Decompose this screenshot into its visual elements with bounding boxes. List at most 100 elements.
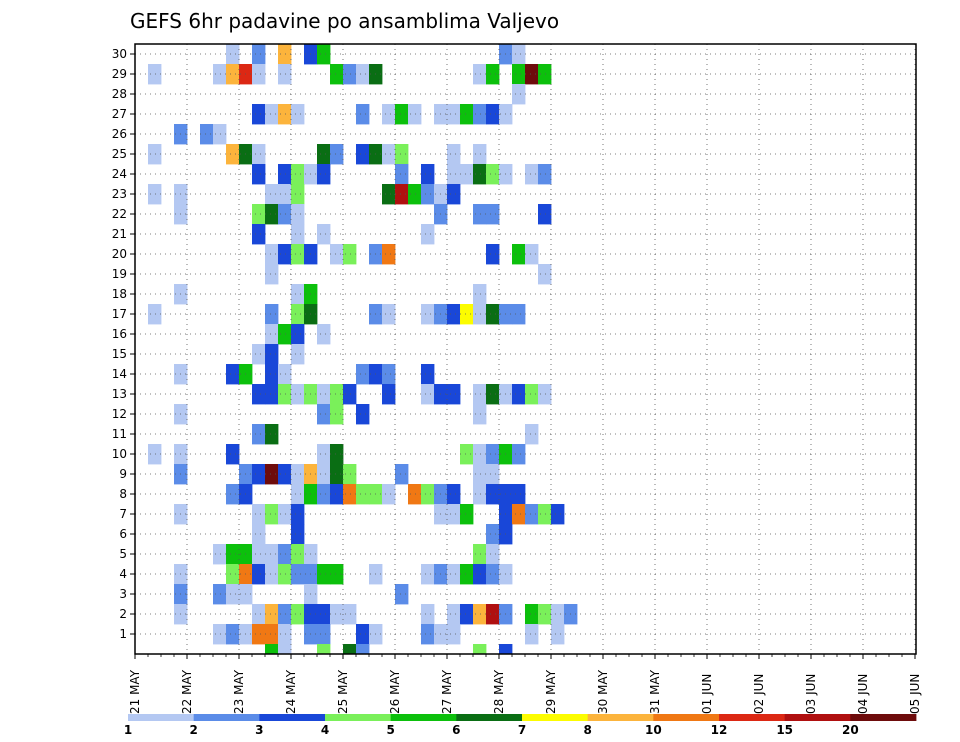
- y-tick-label: 23: [112, 187, 127, 201]
- heatmap-cell: [512, 384, 526, 405]
- x-tick-label: 21 MAY: [128, 669, 142, 714]
- y-tick-label: 11: [112, 427, 127, 441]
- heatmap-cell: [252, 164, 266, 185]
- heatmap-cell: [226, 584, 240, 605]
- heatmap-cell: [265, 104, 279, 125]
- heatmap-cell: [317, 384, 331, 405]
- heatmap-cell: [291, 464, 305, 485]
- heatmap-cell: [356, 404, 370, 425]
- heatmap-cell: [317, 484, 331, 505]
- heatmap-cell: [291, 304, 305, 325]
- heatmap-cell: [486, 384, 500, 405]
- y-tick-label: 12: [112, 407, 127, 421]
- colorbar-label: 12: [711, 723, 728, 737]
- heatmap-cell: [291, 204, 305, 225]
- heatmap-cell: [317, 224, 331, 245]
- heatmap-cell: [486, 564, 500, 585]
- heatmap-cell: [226, 624, 240, 645]
- heatmap-cell: [252, 224, 266, 245]
- colorbar-label: 2: [189, 723, 197, 737]
- colorbar-swatch: [128, 714, 195, 721]
- heatmap-cell: [265, 364, 279, 385]
- heatmap-cell: [252, 604, 266, 625]
- colorbar-swatch: [193, 714, 260, 721]
- heatmap-cell: [265, 624, 279, 645]
- heatmap-cell: [343, 484, 357, 505]
- heatmap-cell: [317, 624, 331, 645]
- x-tick-label: 03 JUN: [804, 674, 818, 714]
- colorbar-label: 20: [842, 723, 859, 737]
- heatmap-cell: [421, 484, 435, 505]
- heatmap-cell: [421, 164, 435, 185]
- heatmap-cell: [460, 504, 474, 525]
- heatmap-cell: [278, 604, 292, 625]
- heatmap-cell: [343, 644, 357, 655]
- colorbar-swatch: [259, 714, 326, 721]
- heatmap-cell: [213, 624, 227, 645]
- heatmap-cell: [265, 244, 279, 265]
- heatmap-cell: [473, 144, 487, 165]
- colorbar-label: 7: [518, 723, 526, 737]
- heatmap-cell: [317, 44, 331, 65]
- y-tick-label: 19: [112, 267, 127, 281]
- heatmap-cell: [148, 144, 162, 165]
- y-tick-label: 5: [119, 547, 127, 561]
- heatmap-cell: [291, 104, 305, 125]
- heatmap-cell: [473, 544, 487, 565]
- heatmap-cell: [278, 464, 292, 485]
- heatmap-cell: [525, 604, 539, 625]
- heatmap-cell: [291, 384, 305, 405]
- heatmap-cell: [265, 544, 279, 565]
- heatmap-cell: [382, 484, 396, 505]
- heatmap-cell: [278, 364, 292, 385]
- heatmap-cell: [330, 564, 344, 585]
- heatmap-cell: [252, 344, 266, 365]
- heatmap-cell: [525, 624, 539, 645]
- heatmap-cell: [473, 284, 487, 305]
- heatmap-cell: [395, 464, 409, 485]
- heatmap-cell: [291, 244, 305, 265]
- y-tick-label: 1: [119, 627, 127, 641]
- heatmap-cell: [356, 104, 370, 125]
- heatmap-cell: [252, 564, 266, 585]
- heatmap-cell: [473, 444, 487, 465]
- heatmap-cell: [473, 464, 487, 485]
- heatmap-cell: [525, 164, 539, 185]
- heatmap-cell: [252, 144, 266, 165]
- heatmap-cell: [291, 344, 305, 365]
- heatmap-cell: [278, 164, 292, 185]
- colorbar-swatch: [653, 714, 720, 721]
- heatmap-cell: [460, 304, 474, 325]
- heatmap-cell: [317, 464, 331, 485]
- y-tick-label: 9: [119, 467, 127, 481]
- heatmap-cell: [226, 64, 240, 85]
- heatmap-cell: [278, 184, 292, 205]
- heatmap-cell: [330, 244, 344, 265]
- heatmap-cell: [551, 624, 565, 645]
- heatmap-cell: [265, 304, 279, 325]
- heatmap-cell: [512, 484, 526, 505]
- heatmap-cell: [226, 564, 240, 585]
- x-tick-label: 01 JUN: [700, 674, 714, 714]
- heatmap-cell: [265, 504, 279, 525]
- heatmap-cell: [473, 164, 487, 185]
- heatmap-cell: [252, 524, 266, 545]
- heatmap-cell: [317, 444, 331, 465]
- heatmap-cell: [538, 264, 552, 285]
- y-tick-label: 15: [112, 347, 127, 361]
- heatmap-cell: [538, 384, 552, 405]
- heatmap-cell: [265, 564, 279, 585]
- colorbar-swatch: [850, 714, 917, 721]
- heatmap-cell: [291, 564, 305, 585]
- heatmap-cell: [278, 204, 292, 225]
- heatmap-cell: [382, 384, 396, 405]
- heatmap-cell: [252, 624, 266, 645]
- heatmap-cell: [265, 644, 279, 655]
- heatmap-cell: [213, 64, 227, 85]
- heatmap-cell: [421, 384, 435, 405]
- plot-frame: [134, 43, 917, 655]
- heatmap-cell: [460, 604, 474, 625]
- colorbar-swatch: [587, 714, 654, 721]
- y-tick-label: 8: [119, 487, 127, 501]
